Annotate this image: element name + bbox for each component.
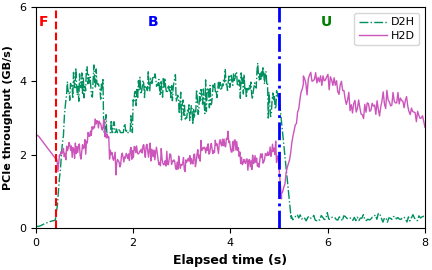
H2D — [122, 155, 127, 158]
D2H — [373, 213, 378, 217]
H2D — [422, 126, 428, 129]
D2H — [67, 99, 72, 102]
H2D — [279, 197, 284, 200]
D2H — [228, 80, 233, 83]
Text: F: F — [38, 15, 48, 29]
D2H — [33, 225, 38, 228]
D2H — [255, 61, 260, 65]
H2D — [272, 147, 277, 150]
Text: U: U — [321, 15, 332, 29]
Y-axis label: PCIe throughput (GB/s): PCIe throughput (GB/s) — [3, 45, 13, 190]
H2D — [81, 147, 86, 150]
D2H — [365, 218, 371, 221]
D2H — [121, 124, 127, 127]
D2H — [422, 217, 428, 220]
H2D — [308, 71, 313, 74]
H2D — [238, 162, 243, 165]
Text: B: B — [148, 15, 159, 29]
X-axis label: Elapsed time (s): Elapsed time (s) — [173, 254, 287, 266]
H2D — [392, 100, 397, 103]
H2D — [321, 74, 326, 77]
D2H — [89, 94, 94, 98]
Legend: D2H, H2D: D2H, H2D — [354, 13, 419, 45]
Line: H2D: H2D — [36, 72, 425, 199]
H2D — [33, 133, 38, 136]
Line: D2H: D2H — [36, 63, 425, 227]
